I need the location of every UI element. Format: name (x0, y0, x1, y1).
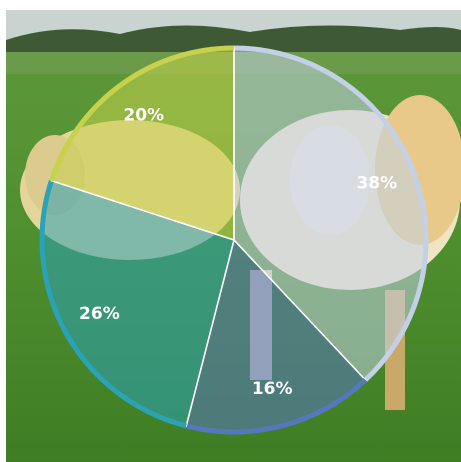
slice-rim (39, 179, 187, 429)
slice-label: 20% (123, 106, 164, 126)
slice-label: 16% (252, 379, 293, 399)
slice-rim (185, 378, 368, 435)
slice-label: 26% (79, 304, 120, 324)
pie: 38% 16% 26% 20% (39, 45, 429, 435)
trees (6, 25, 461, 52)
slice-rim (233, 45, 429, 382)
slice-label: 38% (356, 173, 397, 193)
slice-rim (49, 45, 235, 182)
